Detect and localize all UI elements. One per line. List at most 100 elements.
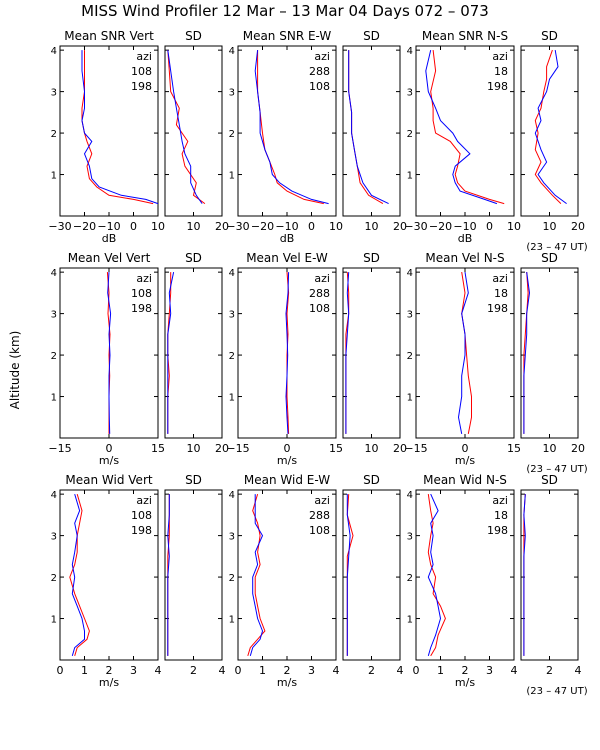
second-beam-profile-line: [81, 50, 159, 205]
x-tick-label: 10: [365, 220, 379, 233]
second-beam-profile-line: [345, 272, 350, 434]
x-axis-unit-label: m/s: [99, 454, 119, 467]
x-axis-unit-label: m/s: [455, 676, 475, 689]
second-beam-profile-line: [427, 493, 442, 657]
y-tick-label: 1: [407, 171, 413, 182]
sd-panel-title: SD: [185, 251, 202, 265]
mean-vel-panel: 1 2 3 4 −15 0 15: [226, 267, 343, 455]
second-beam-profile-line: [167, 271, 175, 434]
x-tick-label: 0: [413, 664, 420, 677]
y-tick-label: 4: [51, 490, 57, 501]
sd-panel-title: SD: [185, 473, 202, 487]
mean-panel-title: Mean SNR N-S: [422, 29, 508, 43]
first-beam-profile-line: [430, 50, 505, 205]
x-tick-label: 10: [187, 220, 201, 233]
azi-legend-value: 198: [487, 80, 508, 93]
azi-legend-value: 108: [309, 524, 330, 537]
azi-legend-value: 288: [309, 509, 330, 522]
y-tick-label: 2: [51, 351, 57, 362]
x-tick-label: 4: [575, 664, 582, 677]
y-tick-label: 2: [229, 129, 235, 140]
azi-legend-value: 108: [309, 302, 330, 315]
y-tick-label: 4: [51, 268, 57, 279]
x-axis-unit-label: dB: [280, 232, 295, 245]
second-beam-profile-line: [348, 50, 389, 205]
y-tick-label: 2: [51, 129, 57, 140]
y-tick-label: 3: [407, 88, 413, 99]
azi-legend-label: azi: [314, 50, 330, 63]
azi-legend-value: 198: [131, 302, 152, 315]
mean-panel-title: Mean Wid N-S: [423, 473, 507, 487]
y-tick-label: 1: [229, 615, 235, 626]
x-axis-unit-label: dB: [458, 232, 473, 245]
first-beam-profile-line: [286, 272, 290, 434]
x-tick-label: 1: [81, 664, 88, 677]
y-tick-label: 4: [407, 490, 413, 501]
mean-snr-panel: 1 2 3 4 −30 −20 −10 0 10: [226, 45, 343, 233]
azi-legend-label: azi: [492, 272, 508, 285]
x-tick-label: 2: [368, 664, 375, 677]
mean-panel-title: Mean SNR Vert: [64, 29, 154, 43]
y-tick-label: 3: [229, 88, 235, 99]
azi-legend-value: 288: [309, 287, 330, 300]
y-tick-label: 4: [229, 490, 235, 501]
sd-panel-title: SD: [541, 473, 558, 487]
x-tick-label: 0: [284, 442, 291, 455]
x-tick-label: 2: [284, 664, 291, 677]
sd-panel-title: SD: [363, 29, 380, 43]
sd-panel-title: SD: [363, 473, 380, 487]
y-tick-label: 4: [407, 268, 413, 279]
x-tick-label: 2: [190, 664, 197, 677]
x-tick-label: 0: [106, 442, 113, 455]
x-tick-label: 10: [507, 220, 521, 233]
x-tick-label: −30: [404, 220, 427, 233]
sd-wid-panel-frame: [164, 489, 223, 661]
y-tick-label: 2: [51, 573, 57, 584]
figure-title: MISS Wind Profiler 12 Mar – 13 Mar 04 Da…: [81, 2, 489, 20]
first-beam-profile-line: [348, 50, 384, 205]
x-tick-label: 3: [486, 664, 493, 677]
azi-legend-value: 198: [487, 302, 508, 315]
y-tick-label: 1: [407, 393, 413, 404]
x-tick-label: 10: [365, 442, 379, 455]
x-tick-label: 1: [437, 664, 444, 677]
second-beam-profile-line: [534, 50, 567, 205]
sd-wid-panel-frame: [342, 489, 401, 661]
sd-snr-panel: 10 20: [164, 45, 229, 233]
azi-legend-value: 198: [131, 524, 152, 537]
sd-panel-title: SD: [185, 29, 202, 43]
time-range-note: (23 – 47 UT): [526, 242, 587, 253]
azi-legend-label: azi: [314, 272, 330, 285]
second-beam-profile-line: [523, 272, 531, 434]
sd-snr-panel-frame: [520, 45, 579, 217]
x-axis-unit-label: m/s: [455, 454, 475, 467]
x-tick-label: 2: [546, 664, 553, 677]
x-tick-label: 2: [462, 664, 469, 677]
y-tick-label: 1: [51, 171, 57, 182]
sd-panel-title: SD: [541, 29, 558, 43]
y-tick-label: 2: [407, 351, 413, 362]
x-tick-label: −30: [48, 220, 71, 233]
x-tick-label: 20: [393, 442, 407, 455]
first-beam-profile-line: [167, 50, 206, 205]
azi-legend-value: 198: [131, 80, 152, 93]
x-tick-label: 20: [215, 442, 229, 455]
x-tick-label: −20: [251, 220, 274, 233]
y-axis-label: Altitude (km): [8, 331, 22, 410]
x-tick-label: 0: [486, 220, 493, 233]
mean-snr-panel: 1 2 3 4 −30 −20 −10 0 10: [48, 45, 165, 233]
y-tick-label: 2: [407, 129, 413, 140]
second-beam-profile-line: [346, 494, 351, 656]
first-beam-profile-line: [247, 493, 266, 657]
x-tick-label: 0: [462, 442, 469, 455]
x-tick-label: −20: [73, 220, 96, 233]
x-tick-label: −10: [97, 220, 120, 233]
x-tick-label: 20: [571, 220, 585, 233]
x-tick-label: 10: [543, 442, 557, 455]
x-tick-label: 20: [571, 442, 585, 455]
